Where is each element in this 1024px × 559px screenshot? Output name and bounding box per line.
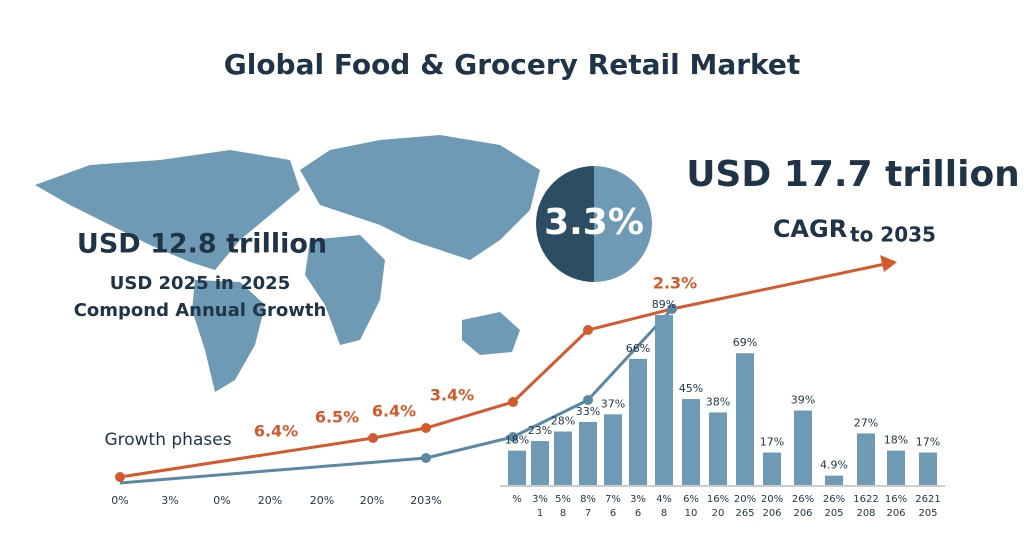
growth-x-label: 0%	[213, 494, 230, 507]
x-tick-label: 3%	[532, 494, 548, 505]
x-tick-label: 8	[661, 508, 667, 519]
bar	[554, 431, 572, 485]
x-tick-label: 8%	[580, 494, 596, 505]
bar-label: 17%	[760, 436, 784, 449]
bar	[655, 315, 673, 485]
x-tick-label: 6	[610, 508, 616, 519]
x-tick-label: 26%	[823, 494, 845, 505]
growth-x-label: 203%	[410, 494, 441, 507]
x-tick-label: %	[512, 494, 522, 505]
bar-label: 45%	[679, 382, 703, 395]
growth-x-label: 3%	[161, 494, 178, 507]
growth-point-label: 2.3%	[653, 274, 697, 293]
growth-label: Growth phases	[104, 430, 231, 450]
x-tick-label: 20%	[734, 494, 756, 505]
orange-dots	[115, 325, 593, 482]
x-tick-label: 1622	[853, 494, 878, 505]
bar-label: 28%	[551, 415, 575, 428]
x-tick-label: 206	[762, 508, 781, 519]
bar-label: 33%	[576, 405, 600, 418]
bar-label: 66%	[626, 342, 650, 355]
badge: 3.3%	[544, 202, 644, 243]
bar	[682, 399, 700, 485]
cagr: CAGR	[773, 215, 847, 243]
x-tick-label: 265	[735, 508, 754, 519]
bar-label: 4.9%	[820, 459, 848, 472]
growth-x-label: 0%	[111, 494, 128, 507]
x-tick-label: 10	[685, 508, 698, 519]
left-line1: USD 2025 in 2025	[110, 273, 291, 294]
badge-right	[594, 166, 652, 282]
left-value: USD 12.8 trillion	[77, 229, 327, 260]
x-tick-label: 205	[824, 508, 843, 519]
bar-label: 23%	[528, 424, 552, 437]
bar-label: 38%	[706, 395, 730, 408]
title: Global Food & Grocery Retail Market	[224, 48, 801, 81]
bar-label: 39%	[791, 394, 815, 407]
bar	[604, 414, 622, 485]
bar	[508, 450, 526, 485]
x-tick-label: 16%	[885, 494, 907, 505]
bar	[709, 412, 727, 485]
bar	[579, 421, 597, 485]
growth-point-label: 6.4%	[372, 402, 416, 421]
right-value: USD 17.7 trillion	[686, 154, 1020, 195]
bar	[736, 353, 754, 485]
growth-point-label: 6.5%	[315, 408, 359, 427]
bar-label: 89%	[652, 298, 676, 311]
bar	[794, 410, 812, 485]
blue-dots	[421, 304, 677, 463]
x-tick-label: 6	[635, 508, 641, 519]
x-tick-label: 5%	[555, 494, 571, 505]
x-tick-label: 6%	[683, 494, 699, 505]
x-tick-label: 20%	[761, 494, 783, 505]
bar	[919, 452, 937, 485]
bar	[629, 358, 647, 485]
bar-label: 69%	[733, 336, 757, 349]
x-tick-label: 8	[560, 508, 566, 519]
bar	[763, 452, 781, 485]
x-tick-label: 16%	[707, 494, 729, 505]
x-tick-label: 26%	[792, 494, 814, 505]
x-tick-label: 206	[793, 508, 812, 519]
bar-label: 37%	[601, 397, 625, 410]
bar-label: 27%	[854, 416, 878, 429]
x-tick-label: 4%	[656, 494, 672, 505]
left-line2: Compond Annual Growth	[74, 300, 327, 321]
bar	[825, 475, 843, 485]
x-tick-label: 7%	[605, 494, 621, 505]
x-tick-label: 20	[712, 508, 725, 519]
arrow-head	[880, 255, 897, 272]
bar-label: 17%	[916, 436, 940, 449]
bar	[887, 450, 905, 485]
growth-point-label: 3.4%	[430, 386, 474, 405]
x-tick-label: 1	[537, 508, 543, 519]
growth-x-label: 20%	[258, 494, 282, 507]
bar	[857, 433, 875, 485]
growth-x-label: 20%	[310, 494, 334, 507]
bar-label: 18%	[884, 434, 908, 447]
x-tick-label: 205	[918, 508, 937, 519]
x-tick-label: 208	[856, 508, 875, 519]
x-tick-label: 206	[886, 508, 905, 519]
x-tick-label: 3%	[630, 494, 646, 505]
badge-left	[536, 166, 594, 282]
bar	[531, 441, 549, 485]
world-map	[35, 135, 540, 392]
growth-point-label: 6.4%	[254, 422, 298, 441]
cagr-to: to 2035	[850, 223, 936, 247]
x-tick-label: 2621	[915, 494, 940, 505]
bar-label: 18%	[505, 434, 529, 447]
growth-x-label: 20%	[360, 494, 384, 507]
x-tick-label: 7	[585, 508, 591, 519]
